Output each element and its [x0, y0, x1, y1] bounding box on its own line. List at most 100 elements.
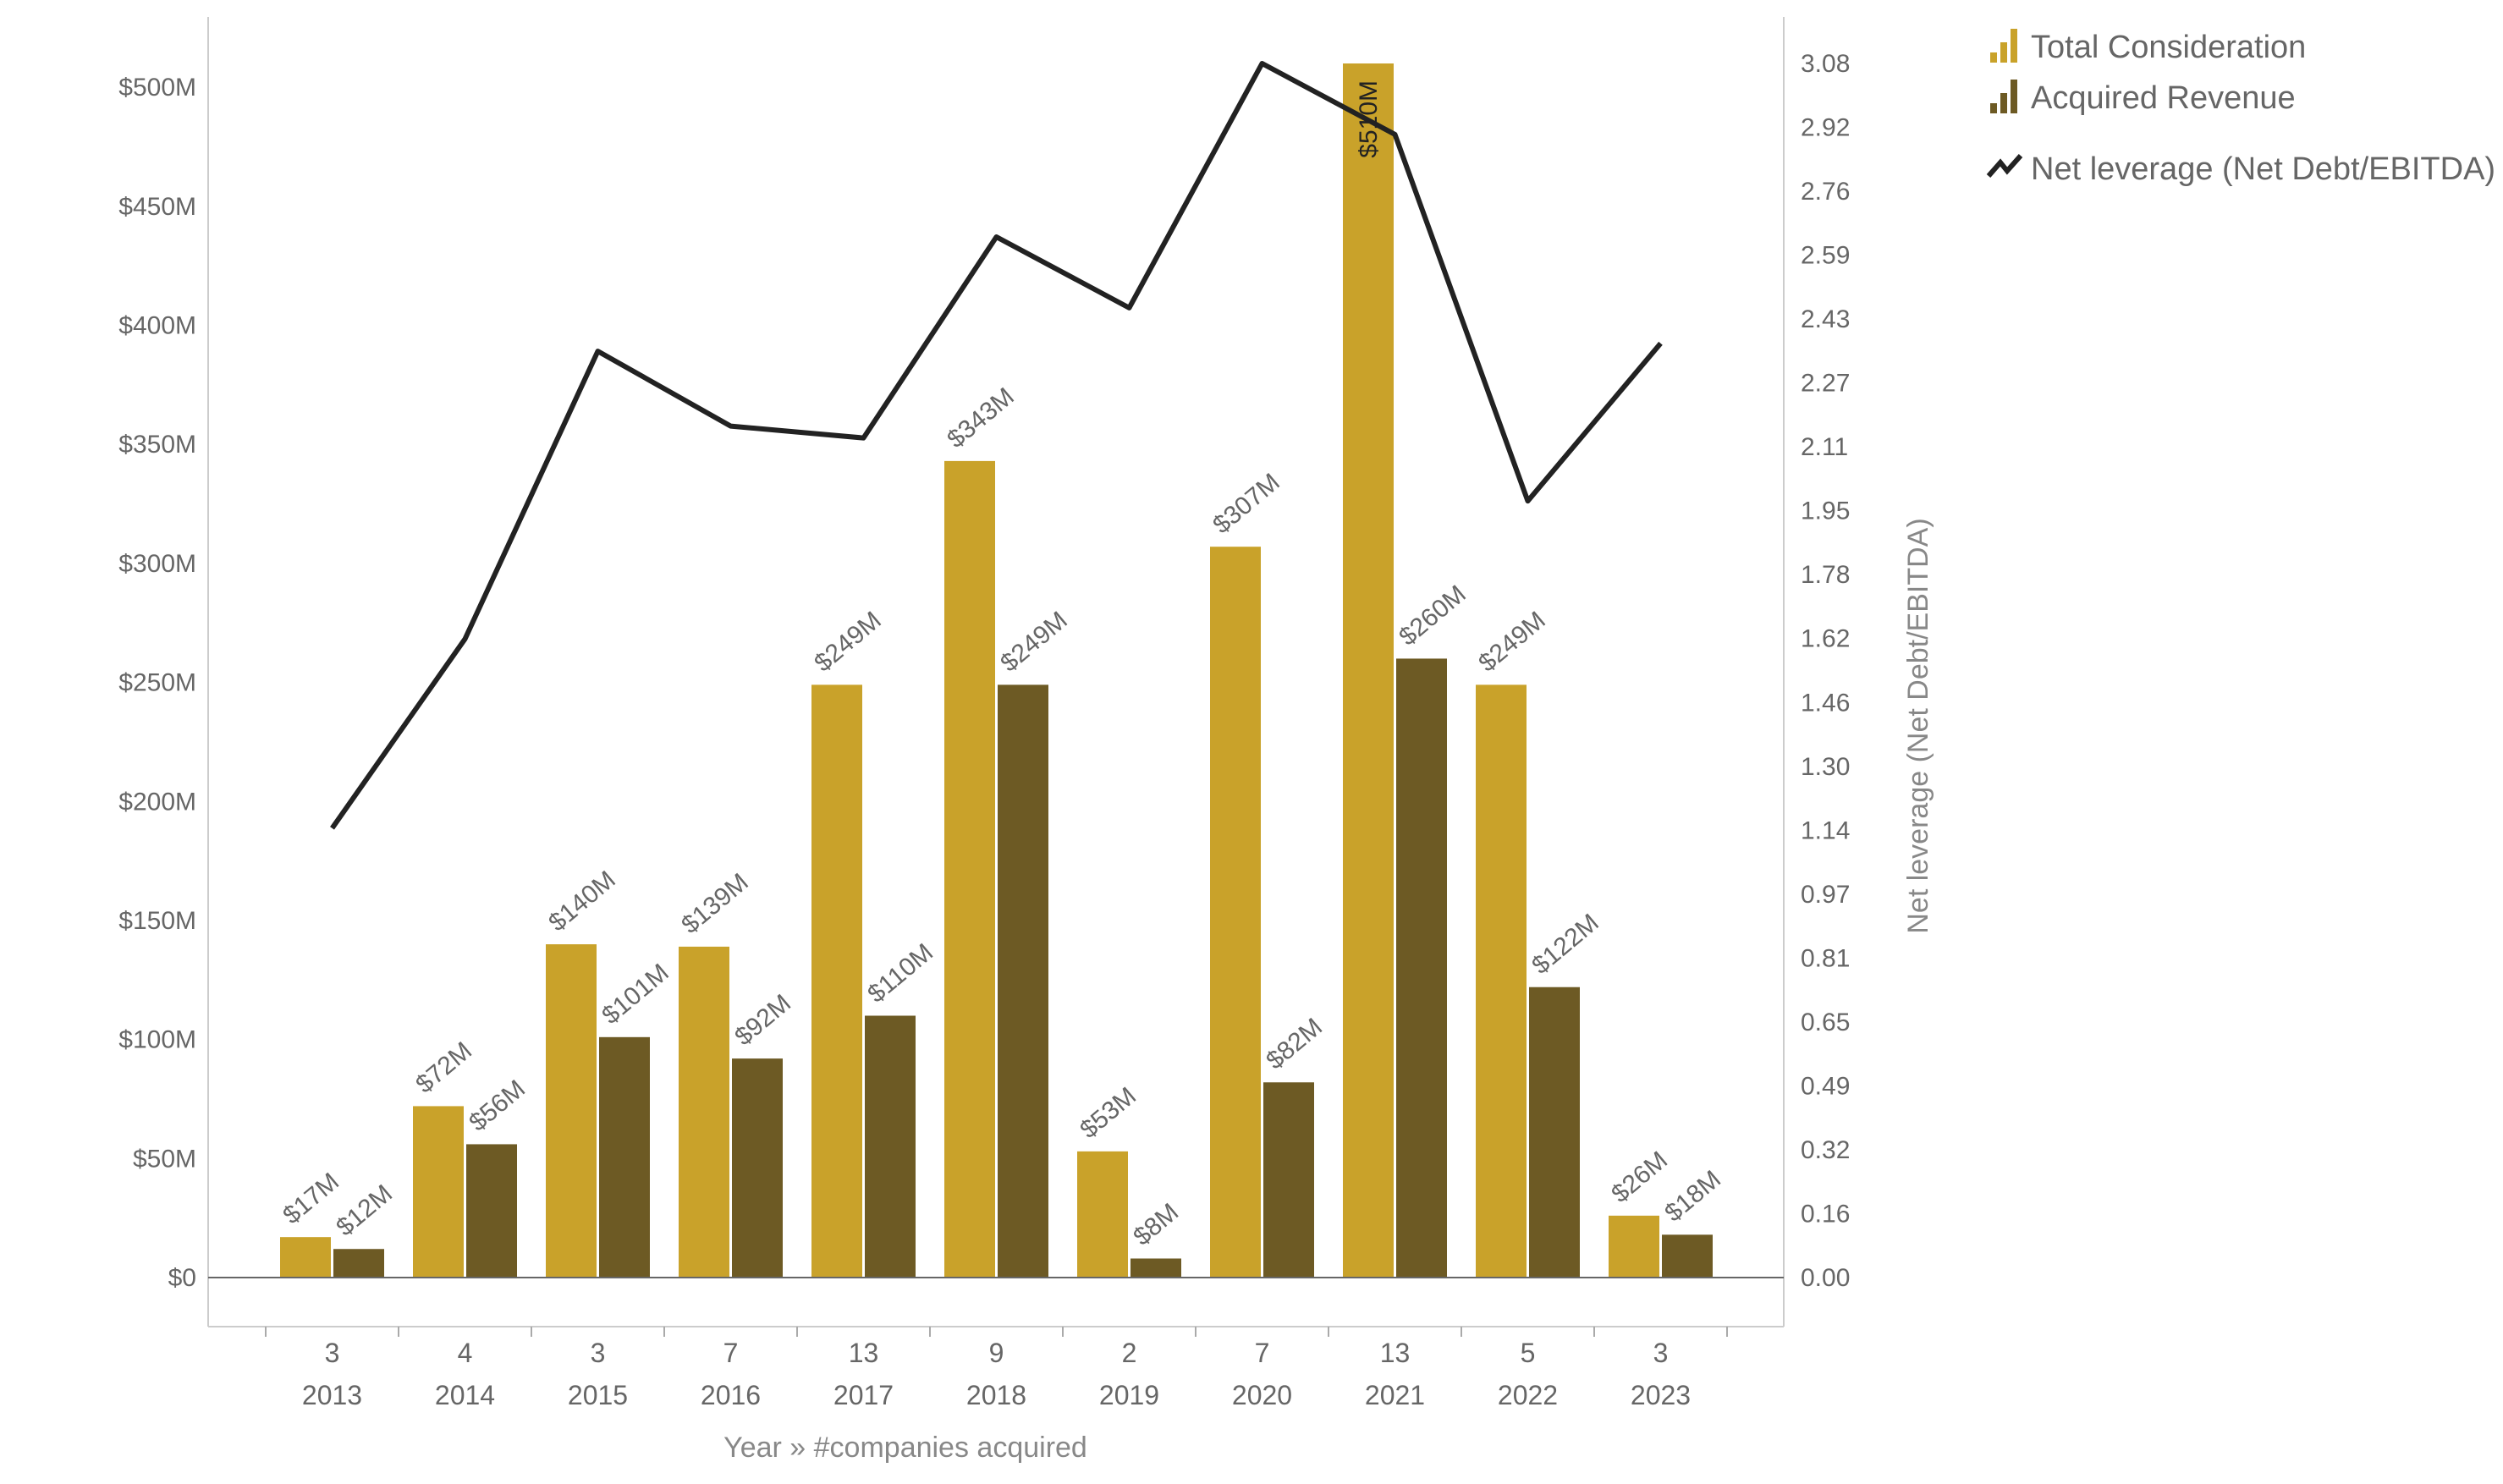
bar-acquired-revenue[interactable] [599, 1036, 650, 1278]
y-right-tick-label: 2.11 [1801, 433, 1848, 461]
bar-acquired-revenue[interactable] [1662, 1234, 1713, 1278]
x-tick-label-year: 2018 [966, 1380, 1026, 1410]
bar-data-label: $122M [1527, 909, 1604, 980]
x-axis: 3 2013 4 2014 3 2015 7 2016 13 2017 9 2018 2 2019 7 202… [265, 1327, 1728, 1410]
legend-label-net-leverage: Net leverage (Net Debt/EBITDA) [2031, 151, 2495, 187]
bar-acquired-revenue[interactable] [1529, 987, 1580, 1278]
bar-data-label: $307M [1207, 468, 1285, 539]
y-right-tick-label: 1.62 [1801, 625, 1850, 653]
y-right-tick-label: 2.92 [1801, 114, 1850, 142]
x-tick-label-year: 2013 [302, 1380, 362, 1410]
bar-total-consideration[interactable] [1609, 1215, 1659, 1278]
x-tick-label-companies: 13 [1380, 1338, 1411, 1368]
y-left-tick-label: $50M [133, 1145, 196, 1173]
y-left-tick-label: $250M [118, 669, 196, 697]
bar-data-label: $139M [676, 868, 753, 939]
y-right-tick-label: 0.65 [1801, 1009, 1850, 1036]
bar-total-consideration[interactable] [1343, 63, 1394, 1278]
bar-total-consideration[interactable] [1077, 1151, 1128, 1278]
bar-total-consideration[interactable] [811, 684, 862, 1278]
y-right-tick-label: 2.43 [1801, 305, 1850, 333]
y-left-tick-label: $300M [118, 550, 196, 578]
y-left-tick-label: $350M [118, 431, 196, 459]
bar-chart-icon [1990, 80, 2017, 113]
y-left-tick-label: $200M [118, 788, 196, 816]
x-tick-label-year: 2021 [1365, 1380, 1425, 1410]
bar-acquired-revenue[interactable] [865, 1015, 916, 1278]
bar-data-label: $53M [1075, 1082, 1141, 1145]
x-tick-label-year: 2023 [1631, 1380, 1691, 1410]
x-tick-label-companies: 2 [1122, 1338, 1137, 1368]
y-left-axis: $0 $50M $100M $150M $200M $250M $300M $350M $400… [118, 74, 196, 1292]
bar-acquired-revenue[interactable] [998, 684, 1048, 1278]
bar-data-label: $249M [1473, 606, 1550, 677]
y-right-tick-label: 3.08 [1801, 50, 1850, 78]
y-right-tick-label: 1.46 [1801, 689, 1850, 717]
bar-acquired-revenue[interactable] [1396, 658, 1447, 1278]
x-tick-label-year: 2022 [1498, 1380, 1558, 1410]
bar-total-consideration[interactable] [944, 460, 995, 1278]
bar-acquired-revenue[interactable] [1263, 1082, 1314, 1278]
y-right-tick-label: 0.81 [1801, 944, 1850, 972]
x-tick-label-companies: 5 [1521, 1338, 1536, 1368]
legend-item-acquired-revenue[interactable]: Acquired Revenue [1990, 80, 2296, 116]
y-left-tick-label: $100M [118, 1026, 196, 1054]
bar-acquired-revenue[interactable] [333, 1249, 384, 1278]
x-tick-label-companies: 13 [849, 1338, 879, 1368]
x-tick-label-companies: 7 [723, 1338, 739, 1368]
y-left-tick-label: $0 [168, 1264, 196, 1292]
y-left-tick-label: $450M [118, 193, 196, 221]
bar-total-consideration[interactable] [1476, 684, 1527, 1278]
x-tick-label-companies: 3 [325, 1338, 340, 1368]
bar-total-consideration[interactable] [280, 1237, 331, 1278]
bar-total-consideration[interactable] [1210, 547, 1261, 1278]
bar-total-consideration[interactable] [679, 946, 729, 1278]
legend-item-net-leverage[interactable]: Net leverage (Net Debt/EBITDA) [1986, 151, 2495, 187]
x-tick-label-companies: 3 [591, 1338, 606, 1368]
bar-data-label: $92M [729, 989, 796, 1052]
bar-data-label: $110M [862, 938, 938, 1009]
bar-chart-icon [1990, 29, 2017, 63]
y-left-tick-label: $150M [118, 907, 196, 935]
bar-data-label: $249M [995, 606, 1072, 677]
x-axis-title: Year » #companies acquired [723, 1432, 1087, 1464]
y-right-tick-label: 1.30 [1801, 753, 1850, 781]
bar-data-label: $56M [464, 1075, 531, 1137]
x-tick-label-companies: 4 [458, 1338, 473, 1368]
y-right-tick-label: 0.32 [1801, 1136, 1850, 1164]
bar-data-label: $82M [1261, 1013, 1328, 1075]
bar-total-consideration[interactable] [546, 944, 597, 1278]
bar-data-label: $343M [942, 382, 1019, 453]
y-right-tick-label: 0.97 [1801, 881, 1850, 909]
bar-data-label: $72M [410, 1036, 477, 1099]
bar-data-label: $260M [1394, 580, 1471, 651]
legend: Total Consideration Acquired Revenue Net… [1986, 29, 2495, 187]
bar-acquired-revenue[interactable] [466, 1144, 517, 1278]
x-tick-label-year: 2016 [701, 1380, 761, 1410]
y-right-axis: 0.00 0.16 0.32 0.49 0.65 0.81 0.97 1.14 1.30 1.46… [1801, 50, 1850, 1292]
bar-data-label: $140M [543, 866, 620, 937]
x-tick-label-companies: 7 [1255, 1338, 1270, 1368]
bar-acquired-revenue[interactable] [732, 1058, 783, 1278]
bar-data-label: $26M [1606, 1146, 1673, 1209]
y-right-tick-label: 2.59 [1801, 242, 1850, 270]
y-right-tick-label: 2.27 [1801, 370, 1850, 398]
x-tick-label-year: 2020 [1232, 1380, 1292, 1410]
y-right-tick-label: 0.00 [1801, 1264, 1850, 1292]
bars-group [280, 63, 1713, 1278]
x-tick-label-companies: 9 [989, 1338, 1004, 1368]
legend-item-total-consideration[interactable]: Total Consideration [1990, 29, 2306, 65]
bar-data-label: $18M [1659, 1165, 1726, 1228]
y-right-axis-title: Net leverage (Net Debt/EBITDA) [1902, 518, 1934, 933]
net-leverage-line[interactable] [330, 61, 1663, 830]
x-tick-label-companies: 3 [1653, 1338, 1669, 1368]
y-left-tick-label: $400M [118, 312, 196, 340]
bar-data-label: $510M [1355, 80, 1383, 158]
y-right-tick-label: 1.14 [1801, 816, 1850, 844]
x-tick-label-year: 2019 [1099, 1380, 1159, 1410]
bar-total-consideration[interactable] [413, 1106, 464, 1278]
net-leverage-line-group [330, 61, 1663, 830]
bar-acquired-revenue[interactable] [1130, 1258, 1181, 1278]
bar-data-label: $101M [597, 959, 674, 1030]
